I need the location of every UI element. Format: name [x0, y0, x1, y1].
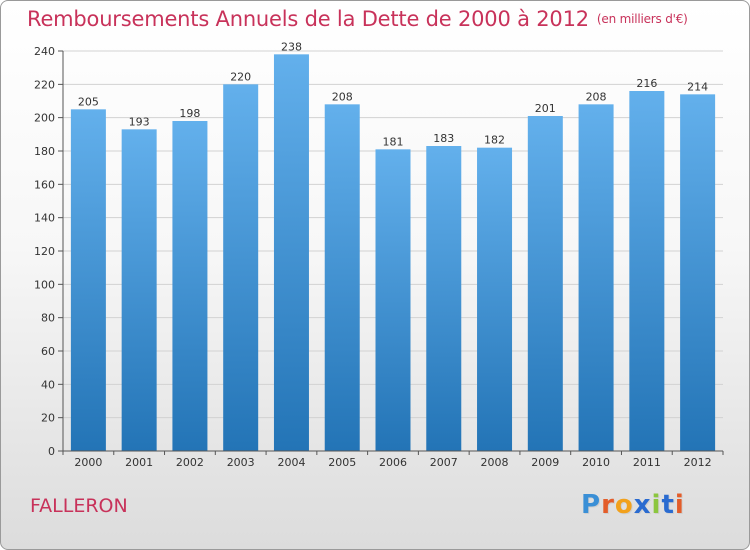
bar-2003 — [223, 84, 259, 451]
bar-2008 — [477, 147, 513, 451]
data-label-2002: 198 — [179, 107, 200, 120]
y-tick-label: 100 — [34, 278, 55, 291]
data-label-2006: 181 — [383, 135, 404, 148]
x-tick-label: 2004 — [277, 456, 305, 469]
bar-2004 — [273, 54, 309, 451]
bar-2002 — [172, 121, 208, 451]
y-tick-label: 0 — [48, 445, 55, 458]
y-tick-label: 80 — [41, 312, 55, 325]
x-tick-label: 2003 — [227, 456, 255, 469]
y-tick-label: 240 — [34, 45, 55, 58]
data-label-2003: 220 — [230, 70, 251, 83]
logo-letter: i — [674, 490, 685, 520]
data-label-2007: 183 — [433, 132, 454, 145]
x-tick-label: 2012 — [684, 456, 712, 469]
x-tick-label: 2000 — [74, 456, 102, 469]
logo-letter: t — [661, 490, 675, 520]
chart-title-unit: (en milliers d'€) — [596, 12, 688, 26]
logo-letter: o — [614, 490, 634, 520]
x-tick-label: 2001 — [125, 456, 153, 469]
data-label-2008: 182 — [484, 134, 505, 147]
x-tick-label: 2005 — [328, 456, 356, 469]
logo-letter: i — [651, 490, 662, 520]
bar-2000 — [70, 109, 106, 451]
y-tick-label: 120 — [34, 245, 55, 258]
x-tick-label: 2007 — [430, 456, 458, 469]
x-tick-label: 2008 — [481, 456, 509, 469]
bar-2001 — [121, 129, 157, 452]
y-tick-label: 160 — [34, 178, 55, 191]
axes — [58, 50, 724, 455]
commune-name: FALLERON — [30, 495, 128, 517]
x-tick-label: 2006 — [379, 456, 407, 469]
chart-title-main: Remboursements Annuels de la Dette de 20… — [27, 7, 589, 31]
bars — [70, 54, 716, 452]
data-label-2010: 208 — [586, 90, 607, 103]
data-label-2001: 193 — [129, 115, 150, 128]
y-tick-label: 200 — [34, 112, 55, 125]
y-tick-label: 60 — [41, 345, 55, 358]
chart-title: Remboursements Annuels de la Dette de 20… — [27, 7, 688, 31]
x-tick-label: 2011 — [633, 456, 661, 469]
y-tick-label: 140 — [34, 212, 55, 225]
bar-2007 — [426, 146, 462, 451]
bar-2011 — [629, 91, 665, 451]
data-label-2004: 238 — [281, 40, 302, 53]
bar-2010 — [578, 104, 614, 451]
data-label-2000: 205 — [78, 95, 99, 108]
bar-2009 — [527, 116, 563, 451]
proxiti-logo: Proxiti — [581, 490, 685, 520]
bar-2005 — [324, 104, 360, 451]
bar-2012 — [680, 94, 716, 451]
labels: 0 20 40 60 80 100 120 140 160 180 200 220 240 205 2000… — [34, 40, 712, 469]
y-tick-label: 40 — [41, 378, 55, 391]
y-tick-label: 180 — [34, 145, 55, 158]
bar-2006 — [375, 149, 411, 452]
x-tick-label: 2002 — [176, 456, 204, 469]
y-tick-label: 220 — [34, 78, 55, 91]
data-label-2005: 208 — [332, 90, 353, 103]
data-label-2012: 214 — [687, 80, 708, 93]
logo-letter: P — [581, 490, 602, 520]
logo-letter: r — [601, 490, 615, 520]
x-tick-label: 2009 — [531, 456, 559, 469]
y-tick-label: 20 — [41, 412, 55, 425]
x-tick-label: 2010 — [582, 456, 610, 469]
data-label-2011: 216 — [636, 77, 657, 90]
logo-letter: x — [633, 490, 652, 520]
data-label-2009: 201 — [535, 102, 556, 115]
